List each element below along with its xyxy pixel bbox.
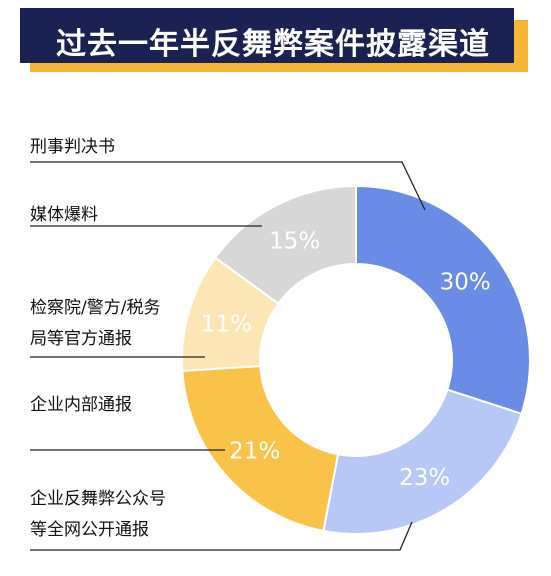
legend-label-official-notice-text: 检察院/警方/税务局等官方通报 xyxy=(30,298,161,349)
page-title: 过去一年半反舞弊案件披露渠道 xyxy=(56,27,490,62)
banner-bar xyxy=(20,8,514,63)
donut-slice-label-3: 11% xyxy=(201,311,252,337)
donut-slice-1 xyxy=(322,388,523,535)
donut-slice-label-2: 21% xyxy=(229,438,280,464)
donut-slice-label-1: 23% xyxy=(399,465,450,491)
legend-label-official-notice: 检察院/警方/税务局等官方通报 xyxy=(30,262,170,355)
donut-slice-label-0: 30% xyxy=(440,270,491,296)
donut-slice-label-4: 15% xyxy=(269,229,320,255)
donut-slice-0 xyxy=(355,184,531,416)
legend-label-public-notice-text: 企业反舞弊公众号等全网公开通报 xyxy=(30,489,166,540)
title-banner: 过去一年半反舞弊案件披露渠道 xyxy=(20,8,528,72)
leader-line-4 xyxy=(30,521,413,551)
donut-slice-4 xyxy=(213,184,357,305)
leader-line-0 xyxy=(30,161,426,211)
legend-label-public-notice: 企业反舞弊公众号等全网公开通报 xyxy=(30,453,170,546)
donut-slice-2 xyxy=(181,364,340,533)
legend-label-criminal-judgment: 刑事判决书 xyxy=(30,137,115,157)
legend-label-media-exposure: 媒体爆料 xyxy=(30,205,98,225)
legend-label-internal-notice: 企业内部通报 xyxy=(30,395,132,415)
